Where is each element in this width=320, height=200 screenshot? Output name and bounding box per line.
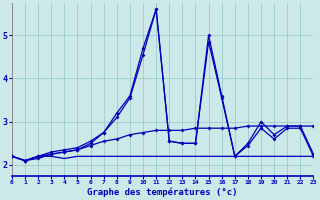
X-axis label: Graphe des températures (°c): Graphe des températures (°c) [87, 188, 238, 197]
